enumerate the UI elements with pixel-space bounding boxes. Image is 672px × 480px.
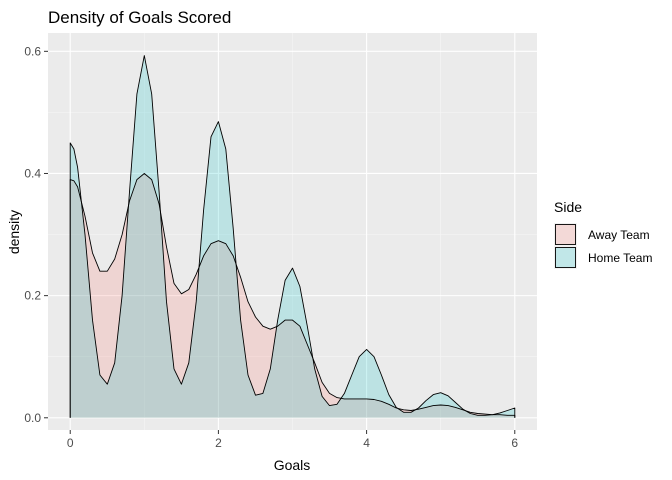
y-tick-label: 0.2	[24, 289, 41, 303]
y-tick-label: 0.0	[24, 411, 41, 425]
y-axis-title: density	[6, 210, 22, 254]
x-tick-label: 2	[215, 436, 222, 450]
plot-panel	[48, 33, 537, 430]
x-tick-label: 6	[511, 436, 518, 450]
legend-label-away-team: Away Team	[588, 228, 650, 242]
x-axis-title: Goals	[274, 457, 311, 473]
y-axis: 0.0 0.2 0.4 0.6	[24, 44, 48, 425]
x-tick-label: 4	[363, 436, 370, 450]
chart-title: Density of Goals Scored	[48, 8, 231, 27]
density-area-home-team	[70, 55, 515, 418]
y-tick-label: 0.4	[24, 166, 41, 180]
legend: Side Away Team Home Team	[554, 199, 652, 269]
legend-label-home-team: Home Team	[588, 251, 652, 265]
legend-swatch-home-team	[555, 247, 576, 268]
density-line-home-team	[69, 55, 516, 418]
x-axis: 0 2 4 6	[67, 430, 518, 450]
x-tick-label: 0	[67, 436, 74, 450]
legend-key-bg-home-team	[554, 246, 577, 269]
y-tick-label: 0.6	[24, 44, 41, 58]
legend-swatch-away-team	[555, 224, 576, 245]
density-line-away-team	[69, 173, 516, 418]
density-area-away-team	[70, 173, 515, 418]
legend-key-bg-away-team	[554, 223, 577, 246]
legend-title: Side	[554, 199, 582, 215]
